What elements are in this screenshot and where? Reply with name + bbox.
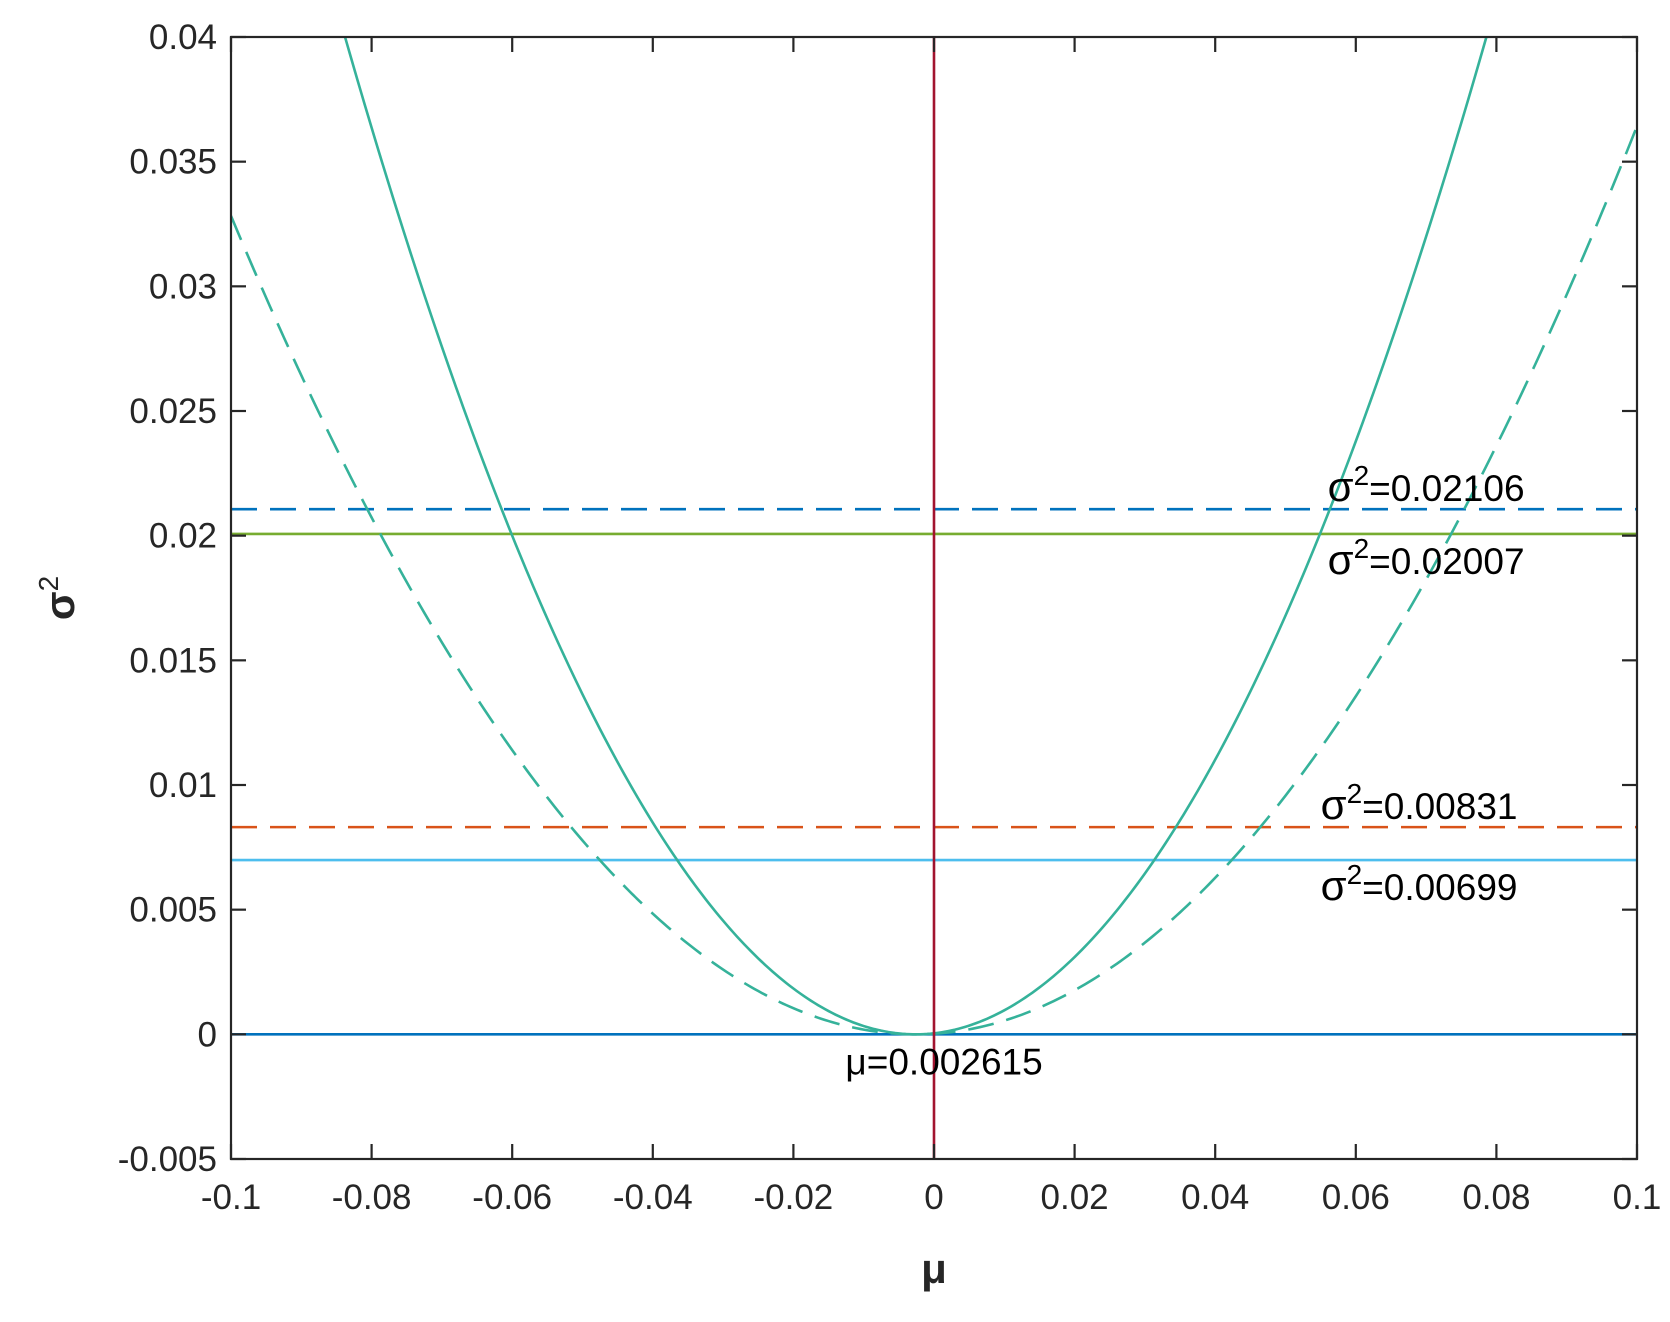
x-tick-label-0: -0.1 <box>201 1178 261 1217</box>
x-tick-label-7: 0.04 <box>1181 1178 1249 1217</box>
y-tick-label-3: 0.01 <box>149 766 217 805</box>
y-tick-label-2: 0.005 <box>129 891 217 930</box>
axes <box>229 35 1639 1161</box>
plot-area <box>231 37 1637 1159</box>
annotation-0: σ2=0.02106 <box>1328 460 1525 510</box>
y-axis-label: σ2 <box>33 576 83 620</box>
x-tick-label-10: 0.1 <box>1613 1178 1662 1217</box>
x-tick-label-3: -0.04 <box>613 1178 693 1217</box>
x-tick-label-6: 0.02 <box>1041 1178 1109 1217</box>
labels: -0.1 -0.08 -0.06 -0.04 -0.02 0 0.02 0.04 0.06 0.0… <box>33 18 1661 1292</box>
x-tick-label-1: -0.08 <box>332 1178 412 1217</box>
y-tick-label-6: 0.025 <box>129 392 217 431</box>
y-tick-label-1: 0 <box>198 1015 217 1054</box>
x-tick-label-5: 0 <box>924 1178 943 1217</box>
y-tick-label-9: 0.04 <box>149 18 217 57</box>
annotation-3: σ2=0.00699 <box>1321 859 1518 909</box>
x-tick-label-4: -0.02 <box>754 1178 834 1217</box>
y-tick-label-4: 0.015 <box>129 641 217 680</box>
y-tick-label-0: -0.005 <box>118 1140 217 1179</box>
y-tick-label-8: 0.035 <box>129 143 217 182</box>
annotation-4: μ=0.002615 <box>845 1041 1042 1082</box>
x-tick-label-2: -0.06 <box>472 1178 552 1217</box>
x-tick-label-8: 0.06 <box>1322 1178 1390 1217</box>
annotation-2: σ2=0.00831 <box>1321 778 1518 828</box>
y-tick-label-5: 0.02 <box>149 517 217 556</box>
y-tick-label-7: 0.03 <box>149 267 217 306</box>
x-tick-label-9: 0.08 <box>1462 1178 1530 1217</box>
annotation-1: σ2=0.02007 <box>1328 533 1525 583</box>
x-axis-label: μ <box>921 1245 947 1292</box>
